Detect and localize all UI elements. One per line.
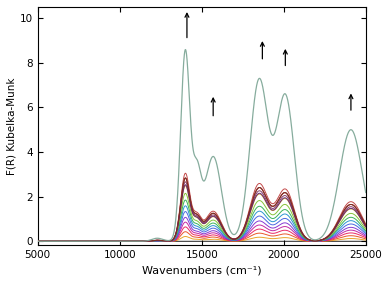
Y-axis label: F(R) Kubelka-Munk: F(R) Kubelka-Munk (7, 77, 17, 175)
X-axis label: Wavenumbers (cm⁻¹): Wavenumbers (cm⁻¹) (142, 265, 261, 275)
